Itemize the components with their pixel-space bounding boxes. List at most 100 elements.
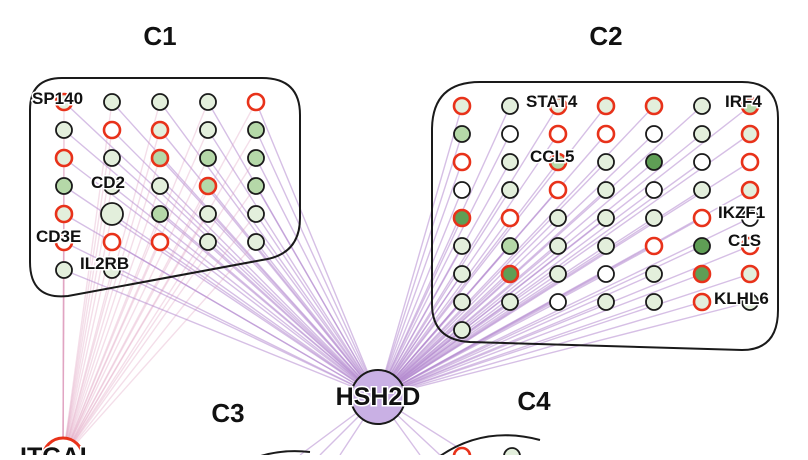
- c2-gene-node[interactable]: [453, 237, 471, 255]
- c2-gene-node[interactable]: [501, 153, 519, 171]
- c1-gene-node[interactable]: [54, 92, 74, 112]
- c2-gene-node[interactable]: [645, 293, 663, 311]
- c2-gene-node[interactable]: [692, 292, 712, 312]
- c1-gene-node[interactable]: [150, 232, 170, 252]
- c2-gene-node[interactable]: [452, 152, 472, 172]
- c1-gene-node[interactable]: [55, 261, 73, 279]
- c2-gene-node[interactable]: [740, 236, 760, 256]
- c1-gene-node[interactable]: [247, 205, 265, 223]
- hub-node[interactable]: [350, 369, 406, 425]
- c1-gene-node[interactable]: [103, 149, 121, 167]
- c1-gene-node[interactable]: [198, 176, 218, 196]
- c1-gene-node[interactable]: [150, 120, 170, 140]
- c2-gene-node[interactable]: [501, 181, 519, 199]
- c1-gene-node[interactable]: [247, 149, 265, 167]
- c1-gene-node[interactable]: [246, 92, 266, 112]
- c2-gene-node[interactable]: [597, 293, 615, 311]
- c1-hub-edge: [111, 269, 379, 398]
- c2-gene-node[interactable]: [549, 265, 567, 283]
- c1-gene-node[interactable]: [199, 93, 217, 111]
- c2-gene-node[interactable]: [453, 265, 471, 283]
- c2-gene-node[interactable]: [597, 153, 615, 171]
- c1-gene-node[interactable]: [151, 177, 169, 195]
- c2-gene-node[interactable]: [693, 97, 711, 115]
- c1-gene-node[interactable]: [199, 205, 217, 223]
- c2-gene-node[interactable]: [597, 181, 615, 199]
- c2-gene-node[interactable]: [740, 180, 760, 200]
- c1-gene-node[interactable]: [103, 177, 121, 195]
- c1-gene-node[interactable]: [199, 149, 217, 167]
- c2-gene-node[interactable]: [452, 96, 472, 116]
- c2-gene-node[interactable]: [645, 209, 663, 227]
- c2-hub-edge: [377, 161, 463, 398]
- c2-gene-node[interactable]: [693, 181, 711, 199]
- c1-gene-node[interactable]: [247, 233, 265, 251]
- c2-gene-node[interactable]: [645, 125, 663, 143]
- c2-gene-node[interactable]: [596, 124, 616, 144]
- c2-gene-node[interactable]: [453, 321, 471, 339]
- c1-gene-node[interactable]: [55, 177, 73, 195]
- c2-gene-node[interactable]: [693, 153, 711, 171]
- c2-gene-node[interactable]: [645, 265, 663, 283]
- c2-gene-node[interactable]: [740, 152, 760, 172]
- c2-gene-node[interactable]: [597, 237, 615, 255]
- c2-gene-node[interactable]: [501, 97, 519, 115]
- c2-gene-node[interactable]: [644, 96, 664, 116]
- c2-gene-node[interactable]: [644, 236, 664, 256]
- c1-gene-node[interactable]: [151, 205, 169, 223]
- c1-gene-node[interactable]: [247, 121, 265, 139]
- c2-gene-node[interactable]: [693, 125, 711, 143]
- c2-gene-node[interactable]: [453, 181, 471, 199]
- c2-gene-node[interactable]: [549, 209, 567, 227]
- c1-gene-node[interactable]: [54, 232, 74, 252]
- c1-itgal-edge: [62, 213, 113, 459]
- c2-gene-node[interactable]: [548, 180, 568, 200]
- gene-label-ikzf1: IKZF1: [718, 203, 765, 222]
- c2-gene-node[interactable]: [453, 125, 471, 143]
- c2-gene-node[interactable]: [500, 208, 520, 228]
- c2-gene-node[interactable]: [740, 124, 760, 144]
- c2-gene-node[interactable]: [548, 124, 568, 144]
- c2-gene-node[interactable]: [453, 293, 471, 311]
- c1-gene-node[interactable]: [150, 148, 170, 168]
- c1-gene-node[interactable]: [247, 177, 265, 195]
- c1-gene-node[interactable]: [199, 233, 217, 251]
- c1-itgal-edge: [62, 241, 209, 459]
- c1-hub-edge: [255, 185, 379, 398]
- c2-gene-node[interactable]: [549, 293, 567, 311]
- c2-gene-node[interactable]: [741, 293, 759, 311]
- c4-gene-node[interactable]: [503, 447, 521, 460]
- c1-gene-node[interactable]: [151, 93, 169, 111]
- c2-gene-node[interactable]: [597, 265, 615, 283]
- c2-gene-node[interactable]: [740, 96, 760, 116]
- c1-gene-node[interactable]: [100, 202, 124, 226]
- c1-gene-node[interactable]: [103, 93, 121, 111]
- c2-gene-node[interactable]: [501, 125, 519, 143]
- c2-gene-node[interactable]: [452, 208, 472, 228]
- c2-gene-node[interactable]: [740, 264, 760, 284]
- c1-hub-edge: [207, 129, 379, 398]
- c2-gene-node[interactable]: [692, 264, 712, 284]
- c2-gene-node[interactable]: [645, 181, 663, 199]
- c2-gene-node[interactable]: [693, 237, 711, 255]
- c2-gene-node[interactable]: [500, 264, 520, 284]
- c2-gene-node[interactable]: [501, 237, 519, 255]
- c2-gene-node[interactable]: [549, 237, 567, 255]
- c1-gene-node[interactable]: [55, 121, 73, 139]
- c1-gene-node[interactable]: [102, 120, 122, 140]
- c2-gene-node[interactable]: [741, 209, 759, 227]
- c2-gene-node[interactable]: [548, 152, 568, 172]
- c1-gene-node[interactable]: [103, 261, 121, 279]
- c1-gene-node[interactable]: [199, 121, 217, 139]
- c1-gene-node[interactable]: [102, 232, 122, 252]
- c1-gene-node[interactable]: [54, 204, 74, 224]
- c1-gene-node[interactable]: [54, 148, 74, 168]
- c4-gene-node[interactable]: [452, 446, 472, 460]
- c2-gene-node[interactable]: [596, 96, 616, 116]
- c1-itgal-edge: [62, 129, 161, 459]
- c2-gene-node[interactable]: [548, 96, 568, 116]
- c2-gene-node[interactable]: [645, 153, 663, 171]
- c2-gene-node[interactable]: [597, 209, 615, 227]
- c2-gene-node[interactable]: [692, 208, 712, 228]
- c2-gene-node[interactable]: [501, 293, 519, 311]
